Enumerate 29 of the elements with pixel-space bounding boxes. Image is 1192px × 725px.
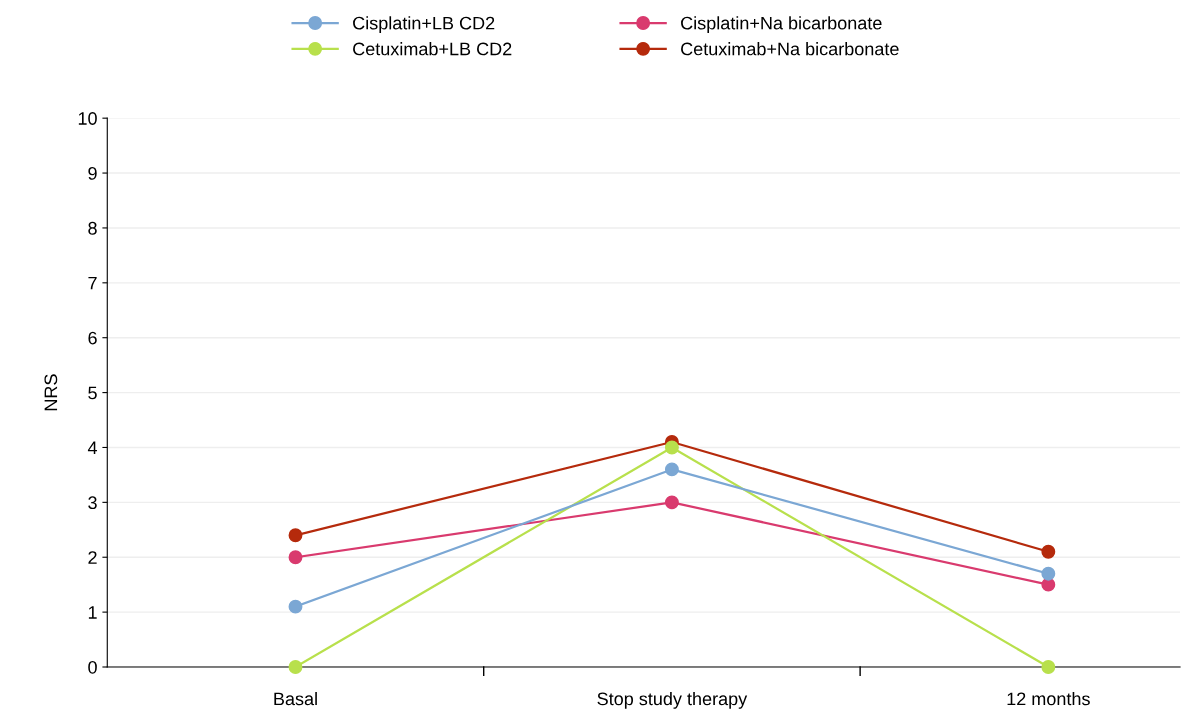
y-tick-label: 3 — [88, 496, 97, 510]
y-tick-label: 8 — [88, 221, 97, 235]
point — [1041, 660, 1056, 674]
y-tick-label: 4 — [87, 441, 98, 455]
y-tick-label: 9 — [88, 166, 97, 180]
legend-label: Cetuximab+Na bicarbonate — [681, 42, 899, 56]
point — [288, 660, 303, 674]
x-tick-label: Stop study therapy — [597, 692, 748, 709]
point — [1041, 544, 1056, 559]
y-tick-label: 6 — [88, 331, 97, 345]
legend-label: Cisplatin+LB CD2 — [353, 16, 495, 34]
y-tick-label: 10 — [78, 112, 97, 125]
legend-label: Cetuximab+LB CD2 — [353, 42, 512, 56]
point — [664, 440, 679, 455]
y-tick-label: 5 — [88, 386, 97, 400]
y-tick-label: 0 — [88, 660, 97, 674]
x-tick-label: Basal — [274, 692, 317, 706]
x-tick-label: 12 months — [1007, 692, 1090, 706]
point — [1041, 566, 1056, 581]
point — [288, 528, 303, 543]
point — [288, 599, 303, 614]
point — [288, 550, 303, 565]
point — [664, 495, 679, 510]
point — [664, 462, 679, 477]
legend-label: Cisplatin+Na bicarbonate — [681, 16, 882, 34]
y-tick-label: 2 — [88, 551, 97, 564]
y-tick-label: 1 — [88, 606, 97, 619]
y-tick-label: 7 — [88, 276, 97, 290]
y-axis-title: NRS — [44, 374, 58, 411]
